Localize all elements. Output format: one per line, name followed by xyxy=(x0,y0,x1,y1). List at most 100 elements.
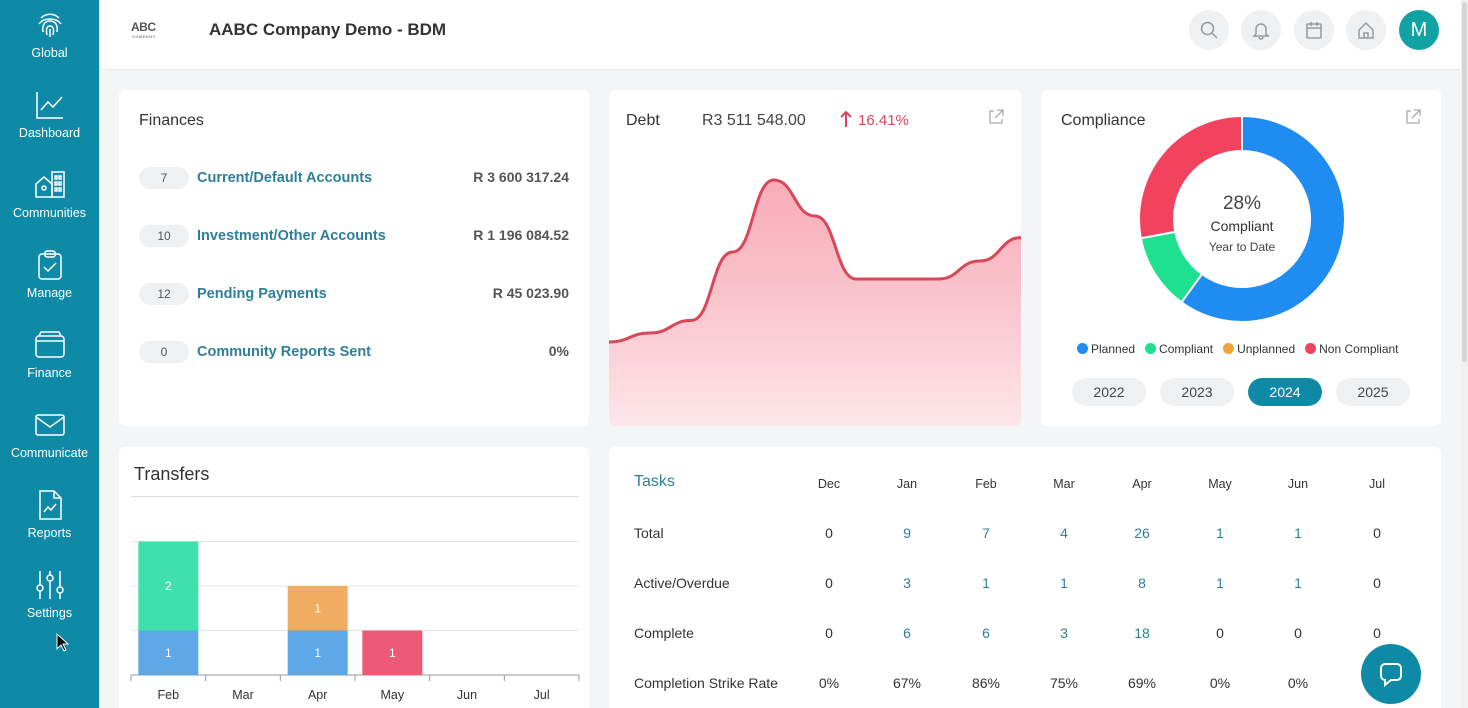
nav-global-label: Global xyxy=(31,46,68,60)
tasks-month-header: Jun xyxy=(1287,477,1309,491)
tasks-cell: 75% xyxy=(1049,675,1079,691)
calendar-button[interactable] xyxy=(1294,10,1334,50)
tasks-title[interactable]: Tasks xyxy=(634,473,675,490)
x-tick-label: Apr xyxy=(308,688,327,702)
tasks-month-header: Apr xyxy=(1132,477,1152,491)
tasks-cell[interactable]: 1 xyxy=(1060,575,1068,591)
nav-manage[interactable]: Manage xyxy=(0,240,99,320)
transfer-bar[interactable] xyxy=(362,630,423,676)
finance-value: R 3 600 317.24 xyxy=(473,169,569,185)
year-button-2024[interactable]: 2024 xyxy=(1248,378,1322,406)
tasks-cell[interactable]: 26 xyxy=(1134,525,1150,541)
search-icon xyxy=(1200,21,1218,39)
tasks-cell: 69% xyxy=(1127,675,1157,691)
tasks-cell[interactable]: 7 xyxy=(982,525,990,541)
nav-finance-label: Finance xyxy=(27,366,72,380)
x-tick-label: Jul xyxy=(534,688,550,702)
compliance-percent: 28% xyxy=(1222,193,1262,214)
legend-item[interactable]: Unplanned xyxy=(1223,342,1295,356)
line-chart-icon xyxy=(35,92,63,119)
nav-communities[interactable]: Communities xyxy=(0,160,99,240)
external-link-icon[interactable] xyxy=(1404,108,1422,126)
finance-value: R 1 196 084.52 xyxy=(473,227,569,243)
transfers-card: Transfers Feb 1 2 Mar Apr 1 1 May 1 Jun Jul xyxy=(119,447,589,708)
finance-count: 10 xyxy=(139,225,189,247)
legend-item[interactable]: Compliant xyxy=(1145,342,1213,356)
transfer-bar[interactable] xyxy=(287,586,348,631)
chat-button[interactable] xyxy=(1361,644,1421,704)
external-link-icon[interactable] xyxy=(987,108,1005,126)
nav-settings[interactable]: Settings xyxy=(0,560,99,640)
tasks-cell: 0 xyxy=(1216,625,1224,641)
tasks-cell[interactable]: 3 xyxy=(1060,625,1068,641)
tasks-cell[interactable]: 8 xyxy=(1138,575,1146,591)
debt-change: 16.41% xyxy=(840,110,909,129)
tasks-row-label: Completion Strike Rate xyxy=(634,675,778,691)
finance-link[interactable]: Pending Payments xyxy=(197,286,327,302)
tasks-cell[interactable]: 4 xyxy=(1060,525,1068,541)
finance-count: 12 xyxy=(139,283,189,305)
debt-line xyxy=(609,178,1021,344)
tasks-cell[interactable]: 6 xyxy=(982,625,990,641)
year-button-2022[interactable]: 2022 xyxy=(1072,378,1146,406)
tasks-cell[interactable]: 6 xyxy=(903,625,911,641)
debt-card: Debt R3 511 548.00 16.41% xyxy=(609,90,1021,426)
mouse-cursor-icon xyxy=(56,633,70,652)
nav-reports-label: Reports xyxy=(27,526,72,540)
bar-data-label: 1 xyxy=(389,646,396,660)
tasks-cell[interactable]: 1 xyxy=(1294,525,1302,541)
legend-item[interactable]: Planned xyxy=(1077,342,1135,356)
finance-value: 0% xyxy=(548,343,569,359)
nav-global[interactable]: Global xyxy=(0,0,99,80)
nav-communicate[interactable]: Communicate xyxy=(0,400,99,480)
tasks-cell[interactable]: 3 xyxy=(903,575,911,591)
user-avatar[interactable]: M xyxy=(1399,10,1439,50)
tasks-cell: 0 xyxy=(825,625,833,641)
arrow-up-icon xyxy=(840,110,852,127)
search-button[interactable] xyxy=(1189,10,1229,50)
tasks-cell[interactable]: 1 xyxy=(1216,525,1224,541)
transfer-bar[interactable] xyxy=(138,541,199,631)
legend-item[interactable]: Non Compliant xyxy=(1305,342,1399,356)
finances-card: Finances 7 Current/Default Accounts R 3 … xyxy=(119,90,589,426)
bar-data-label: 1 xyxy=(314,646,321,660)
tasks-cell[interactable]: 18 xyxy=(1134,625,1150,641)
home-icon xyxy=(1358,21,1374,39)
transfer-bar[interactable] xyxy=(138,630,199,676)
notifications-button[interactable] xyxy=(1241,10,1281,50)
bar-data-label: 1 xyxy=(314,601,321,615)
transfers-title: Transfers xyxy=(134,464,210,484)
year-button-2023[interactable]: 2023 xyxy=(1160,378,1234,406)
scrollbar-thumb[interactable] xyxy=(1462,2,1467,362)
year-button-2025[interactable]: 2025 xyxy=(1336,378,1410,406)
tasks-month-header: May xyxy=(1208,477,1232,491)
finance-link[interactable]: Current/Default Accounts xyxy=(197,170,373,186)
company-name: AABC Company Demo - BDM xyxy=(209,20,447,39)
finance-link[interactable]: Community Reports Sent xyxy=(197,344,372,360)
donut-slice-planned[interactable] xyxy=(1180,114,1346,323)
tasks-cell[interactable]: 1 xyxy=(982,575,990,591)
tasks-cell[interactable]: 1 xyxy=(1216,575,1224,591)
tasks-cell[interactable]: 9 xyxy=(903,525,911,541)
compliance-status: Compliant xyxy=(1210,218,1274,234)
donut-slice-non-compliant[interactable] xyxy=(1138,114,1243,240)
page-scrollbar[interactable] xyxy=(1461,0,1468,708)
tasks-cell: 0 xyxy=(1373,525,1381,541)
nav-finance[interactable]: Finance xyxy=(0,320,99,400)
wallet-icon xyxy=(34,331,65,358)
tasks-cell[interactable]: 1 xyxy=(1294,575,1302,591)
nav-reports[interactable]: Reports xyxy=(0,480,99,560)
x-tick-label: Mar xyxy=(232,688,254,702)
tasks-cell: 0% xyxy=(1287,675,1309,691)
nav-dashboard[interactable]: Dashboard xyxy=(0,80,99,160)
sliders-icon xyxy=(35,571,64,599)
home-button[interactable] xyxy=(1346,10,1386,50)
x-tick-label: Feb xyxy=(158,688,180,702)
transfer-bar[interactable] xyxy=(287,630,348,676)
tasks-row-label: Complete xyxy=(634,625,694,641)
finance-row: 12 Pending Payments R 45 023.90 xyxy=(139,283,569,307)
debt-amount: R3 511 548.00 xyxy=(702,112,806,129)
finance-link[interactable]: Investment/Other Accounts xyxy=(197,228,386,244)
compliance-title: Compliance xyxy=(1061,112,1146,129)
tasks-cell: 0 xyxy=(1294,625,1302,641)
